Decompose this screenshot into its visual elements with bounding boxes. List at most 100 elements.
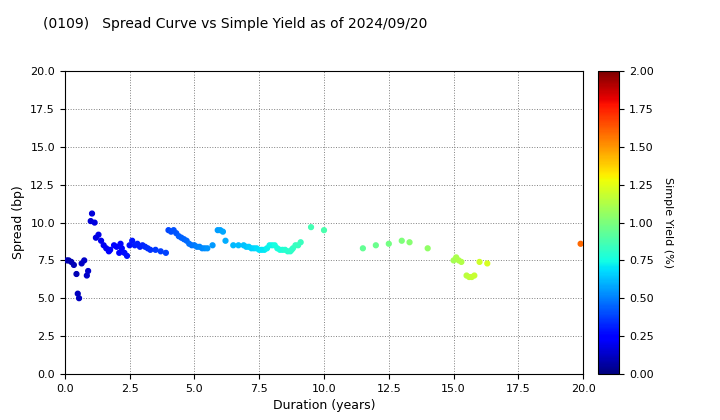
Point bbox=[212, 227, 223, 234]
Point bbox=[575, 240, 586, 247]
Point bbox=[166, 228, 177, 235]
Point bbox=[318, 227, 330, 234]
Point bbox=[279, 247, 291, 253]
Point bbox=[137, 242, 148, 249]
Point bbox=[173, 233, 184, 239]
Point bbox=[132, 240, 143, 247]
Point bbox=[461, 272, 472, 279]
Point bbox=[357, 245, 369, 252]
Point bbox=[261, 245, 273, 252]
Point bbox=[228, 242, 239, 249]
Point bbox=[266, 242, 278, 249]
Point bbox=[140, 244, 151, 250]
Point bbox=[192, 244, 203, 250]
Point bbox=[207, 242, 218, 249]
Point bbox=[456, 259, 467, 265]
Point bbox=[474, 259, 485, 265]
Point bbox=[383, 240, 395, 247]
Point bbox=[66, 259, 77, 265]
Point bbox=[199, 245, 210, 252]
Point bbox=[73, 295, 85, 302]
Point bbox=[82, 268, 94, 274]
Point bbox=[282, 248, 294, 255]
Point bbox=[238, 242, 249, 249]
Point bbox=[246, 245, 257, 252]
Point bbox=[108, 242, 120, 249]
Point bbox=[103, 248, 114, 255]
Point bbox=[448, 257, 459, 264]
Point bbox=[71, 270, 82, 277]
Point bbox=[176, 234, 187, 241]
Point bbox=[215, 227, 226, 234]
Point bbox=[289, 242, 301, 249]
Point bbox=[256, 247, 268, 253]
Point bbox=[295, 239, 307, 246]
Point bbox=[85, 218, 96, 224]
Y-axis label: Spread (bp): Spread (bp) bbox=[12, 186, 24, 260]
Point bbox=[253, 247, 265, 253]
Point bbox=[233, 242, 244, 249]
Point bbox=[276, 247, 288, 253]
Point bbox=[217, 228, 229, 235]
Point bbox=[404, 239, 415, 246]
Point bbox=[150, 247, 161, 253]
Point bbox=[127, 237, 138, 244]
Point bbox=[370, 242, 382, 249]
Point bbox=[189, 242, 200, 249]
Point bbox=[168, 227, 179, 234]
Point bbox=[121, 252, 132, 259]
Point bbox=[258, 247, 270, 253]
Point bbox=[76, 260, 87, 267]
Point bbox=[163, 227, 174, 234]
Point bbox=[305, 224, 317, 231]
Point bbox=[243, 244, 255, 250]
Point bbox=[155, 248, 166, 255]
Point bbox=[124, 242, 135, 249]
Point bbox=[184, 240, 195, 247]
Point bbox=[111, 244, 122, 250]
Point bbox=[98, 242, 109, 249]
Point bbox=[194, 244, 205, 250]
Point bbox=[119, 249, 130, 256]
Point bbox=[86, 210, 98, 217]
Point bbox=[482, 260, 493, 267]
Point bbox=[422, 245, 433, 252]
Point bbox=[61, 257, 73, 264]
Point bbox=[286, 247, 297, 253]
Point bbox=[116, 245, 127, 252]
Point bbox=[451, 254, 462, 261]
Point bbox=[274, 247, 286, 253]
Point bbox=[186, 242, 197, 249]
Point bbox=[287, 245, 299, 252]
Point bbox=[464, 274, 475, 281]
Point bbox=[271, 245, 283, 252]
Point bbox=[240, 244, 252, 250]
Text: (0109)   Spread Curve vs Simple Yield as of 2024/09/20: (0109) Spread Curve vs Simple Yield as o… bbox=[43, 17, 428, 31]
Point bbox=[81, 272, 93, 279]
Point bbox=[104, 247, 116, 253]
Point bbox=[269, 242, 281, 249]
Point bbox=[95, 237, 107, 244]
Point bbox=[114, 240, 126, 247]
Point bbox=[90, 234, 102, 241]
Point bbox=[292, 242, 304, 249]
Point bbox=[181, 237, 192, 244]
Point bbox=[179, 236, 190, 243]
Point bbox=[453, 257, 464, 264]
Point bbox=[171, 230, 182, 236]
Point bbox=[72, 290, 84, 297]
Point bbox=[202, 245, 213, 252]
Point bbox=[93, 231, 104, 238]
Point bbox=[248, 245, 260, 252]
Point bbox=[251, 245, 262, 252]
Point bbox=[145, 247, 156, 253]
Point bbox=[78, 257, 90, 264]
Point bbox=[134, 244, 145, 250]
Point bbox=[466, 274, 477, 281]
Point bbox=[396, 237, 408, 244]
Point bbox=[469, 272, 480, 279]
Point bbox=[68, 262, 80, 268]
Point bbox=[129, 242, 140, 249]
Point bbox=[101, 245, 112, 252]
Point bbox=[160, 249, 171, 256]
